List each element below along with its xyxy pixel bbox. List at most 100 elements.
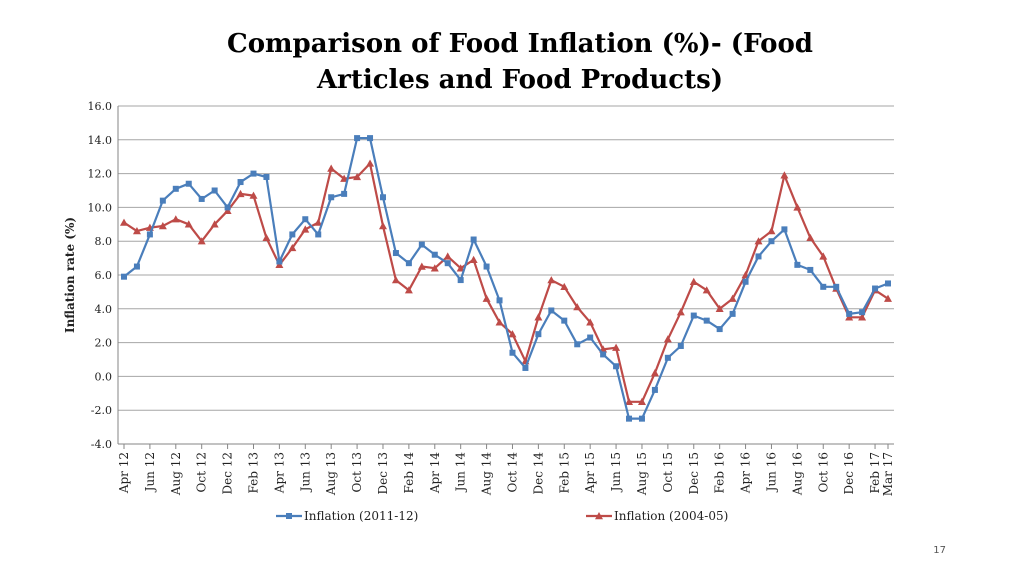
x-tick-label: Oct 14 [505, 452, 519, 493]
data-point [548, 307, 555, 314]
x-tick-label: Apr 16 [739, 452, 753, 494]
data-point [626, 415, 633, 422]
data-point [833, 283, 840, 290]
data-point [820, 283, 827, 290]
data-point [561, 317, 568, 324]
data-point [780, 171, 789, 179]
x-tick-label: Feb 15 [557, 452, 571, 494]
data-point [353, 172, 362, 181]
x-tick-label: Apr 13 [272, 452, 286, 494]
series-line [123, 162, 889, 403]
data-point [405, 260, 412, 267]
x-tick-label: Feb 14 [402, 452, 416, 494]
data-point [341, 190, 348, 197]
x-tick-label: Apr 14 [428, 452, 442, 495]
y-tick-labels: 16.0 14.0 12.0 10.0 8.0 6.0 4.0 2.0 0.0 -2.0 -4.0 [88, 100, 113, 451]
data-point [354, 135, 361, 142]
data-point [379, 194, 386, 201]
data-point [391, 276, 400, 284]
x-tick-label: Oct 15 [661, 452, 675, 492]
data-point [121, 273, 127, 280]
data-point [158, 221, 167, 230]
data-point [664, 354, 671, 361]
data-point [574, 341, 581, 348]
data-point [535, 331, 542, 338]
data-point [560, 282, 569, 291]
data-point [637, 397, 646, 405]
series [120, 135, 892, 422]
data-point [237, 179, 244, 186]
x-tick-label: Aug 14 [480, 452, 494, 497]
data-point [715, 304, 724, 312]
data-point [690, 312, 697, 319]
legend-entry: Inflation (2011-12) [276, 509, 418, 523]
data-point [703, 317, 710, 324]
data-point [625, 397, 634, 405]
data-point [470, 236, 477, 243]
data-point [159, 197, 166, 204]
x-tick-label: Feb 17 [868, 452, 882, 494]
x-tick-label: Dec 12 [221, 452, 235, 495]
x-tick-label: Aug 12 [169, 452, 183, 496]
x-tick-label: Jun 14 [454, 452, 468, 494]
x-tick-label: Dec 13 [376, 452, 390, 495]
data-point [198, 195, 205, 202]
page-number: 17 [933, 545, 946, 556]
x-tick-label: Oct 16 [816, 452, 830, 492]
data-point [495, 318, 504, 326]
data-point [858, 313, 867, 321]
x-tick-label: Aug 13 [324, 452, 338, 496]
data-point [676, 308, 685, 316]
x-tick-label: Oct 12 [195, 452, 209, 492]
x-tick-label: Oct 13 [350, 452, 364, 492]
gridlines [118, 105, 894, 445]
x-tick-label: Jun 12 [143, 452, 157, 493]
data-point [716, 326, 723, 333]
data-point [534, 313, 543, 321]
y-tick-label: 10.0 [88, 201, 113, 214]
data-point [184, 220, 193, 228]
data-point [430, 264, 439, 272]
x-tick-label: Feb 13 [246, 452, 260, 494]
x-tick-label: Dec 15 [687, 452, 701, 495]
data-point [754, 237, 763, 245]
data-point [689, 277, 698, 285]
x-tick-label: Jun 13 [298, 452, 312, 493]
data-point [340, 174, 349, 182]
data-point [677, 342, 684, 349]
legend-label: Inflation (2004-05) [614, 509, 728, 523]
data-point [872, 285, 879, 292]
data-point [276, 258, 283, 265]
data-point [404, 286, 413, 294]
data-point [728, 294, 737, 302]
data-point [613, 363, 620, 370]
x-tick-labels: Apr 12 Jun 12 Aug 12 Oct 12 Dec 12 Feb 13 Apr … [117, 452, 895, 497]
data-point [702, 286, 711, 294]
data-point [508, 330, 517, 338]
x-tick-label: Dec 14 [531, 452, 545, 495]
data-point [327, 164, 336, 172]
series-inflation-2004-05 [120, 159, 892, 405]
y-tick-label: 8.0 [95, 235, 113, 248]
series-inflation-2011-12 [121, 135, 891, 422]
data-point [651, 386, 658, 393]
x-tick-label: Apr 12 [117, 452, 131, 494]
data-point [249, 191, 258, 199]
data-point [573, 303, 582, 311]
data-point [418, 241, 425, 248]
x-tick-label: Jun 15 [609, 452, 623, 493]
data-point [482, 294, 491, 302]
x-tick-label: Feb 16 [713, 452, 727, 494]
y-tick-label: 0.0 [95, 370, 113, 383]
data-point [457, 277, 464, 284]
data-point [328, 194, 335, 201]
data-point [469, 255, 478, 263]
data-point [767, 227, 776, 235]
data-point [120, 218, 128, 226]
data-point [250, 170, 257, 177]
data-point [431, 251, 438, 258]
data-point [600, 351, 607, 358]
data-point [197, 237, 206, 245]
y-tick-label: -4.0 [91, 438, 112, 451]
data-point [509, 349, 516, 356]
